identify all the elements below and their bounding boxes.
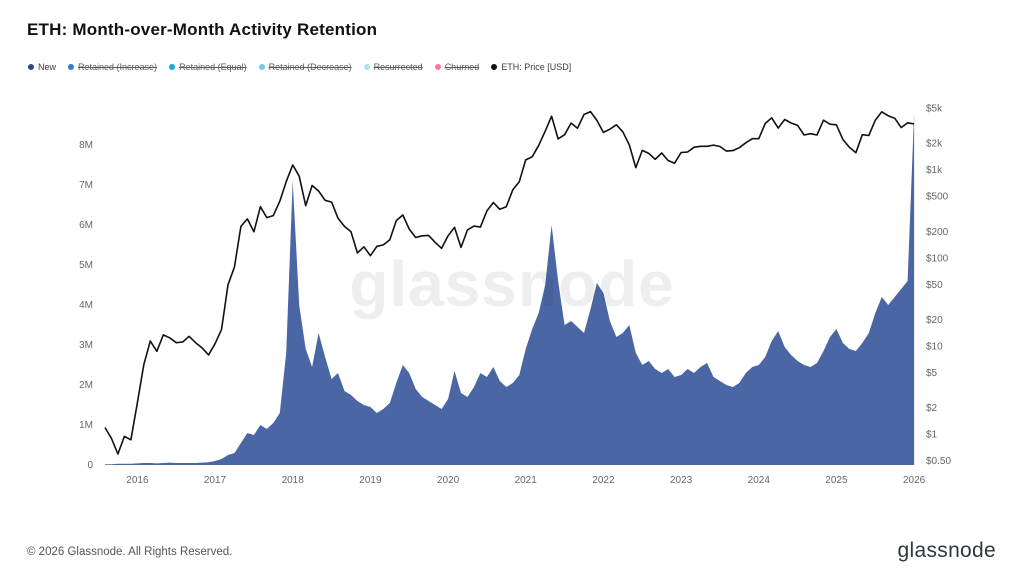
right-axis-tick: $1k xyxy=(926,165,943,176)
left-axis-tick: 7M xyxy=(79,180,93,191)
legend-label: Retained (Decrease) xyxy=(268,62,352,72)
left-axis-tick: 5M xyxy=(79,260,93,271)
glassnode-logo: glassnode xyxy=(897,539,996,562)
legend-item-new[interactable]: New xyxy=(28,62,56,72)
x-axis-tick: 2017 xyxy=(204,475,227,486)
legend-color-dot-icon xyxy=(258,64,265,70)
page-title: ETH: Month-over-Month Activity Retention xyxy=(27,20,378,39)
legend: New Retained (Increase) Retained (Equal) Re… xyxy=(28,62,571,72)
right-axis-tick: $10 xyxy=(926,341,943,352)
legend-color-dot-icon xyxy=(491,64,498,70)
x-axis-tick: 2016 xyxy=(126,475,149,486)
legend-label: Churned xyxy=(444,62,480,72)
legend-label: Retained (Equal) xyxy=(179,62,247,72)
legend-color-dot-icon xyxy=(68,64,75,70)
left-axis-tick: 4M xyxy=(79,300,93,311)
right-axis-tick: $0.50 xyxy=(926,456,951,467)
x-axis-tick: 2020 xyxy=(437,475,460,486)
series-eth-price-line xyxy=(104,110,915,455)
right-axis-tick: $20 xyxy=(926,315,943,326)
legend-label: ETH: Price [USD] xyxy=(501,62,572,72)
legend-item-retained-equal[interactable]: Retained (Equal) xyxy=(169,62,247,72)
x-axis-tick: 2024 xyxy=(748,475,771,486)
right-axis-tick: $200 xyxy=(926,227,949,238)
legend-label: New xyxy=(38,62,57,72)
legend-color-dot-icon xyxy=(363,64,370,70)
x-axis-tick: 2025 xyxy=(825,475,848,486)
right-axis-tick: $1 xyxy=(926,430,938,441)
x-axis-tick: 2022 xyxy=(592,475,615,486)
legend-label: Resurrected xyxy=(373,62,423,72)
legend-color-dot-icon xyxy=(169,64,176,70)
left-axis-tick: 1M xyxy=(79,420,93,431)
left-axis-tick: 6M xyxy=(79,220,93,231)
x-axis-tick: 2019 xyxy=(359,475,382,486)
legend-item-churned[interactable]: Churned xyxy=(434,62,480,72)
legend-color-dot-icon xyxy=(434,64,441,70)
legend-label: Retained (Increase) xyxy=(78,62,158,72)
left-axis-tick: 3M xyxy=(79,340,93,351)
right-axis-tick: $2k xyxy=(926,139,943,150)
right-axis-tick: $5 xyxy=(926,368,938,379)
legend-item-eth-price-usd[interactable]: ETH: Price [USD] xyxy=(491,62,571,72)
left-axis-tick: 2M xyxy=(79,380,93,391)
left-axis-tick: 8M xyxy=(79,140,93,151)
x-axis-tick: 2021 xyxy=(515,475,538,486)
left-axis-tick: 0 xyxy=(87,460,93,471)
legend-item-retained-decrease[interactable]: Retained (Decrease) xyxy=(258,62,352,72)
legend-item-retained-increase[interactable]: Retained (Increase) xyxy=(68,62,157,72)
x-axis-tick: 2018 xyxy=(282,475,305,486)
right-axis-tick: $500 xyxy=(926,192,949,203)
right-axis-tick: $50 xyxy=(926,280,943,291)
legend-color-dot-icon xyxy=(28,64,34,70)
copyright-text: © 2026 Glassnode. All Rights Reserved. xyxy=(27,546,233,558)
right-axis-tick: $5k xyxy=(926,104,943,115)
series-new-area xyxy=(105,113,915,465)
x-axis-tick: 2023 xyxy=(670,475,693,486)
right-axis-tick: $100 xyxy=(926,253,949,264)
legend-item-resurrected[interactable]: Resurrected xyxy=(363,62,423,72)
x-axis-tick: 2026 xyxy=(903,475,926,486)
right-axis-tick: $2 xyxy=(926,403,938,414)
